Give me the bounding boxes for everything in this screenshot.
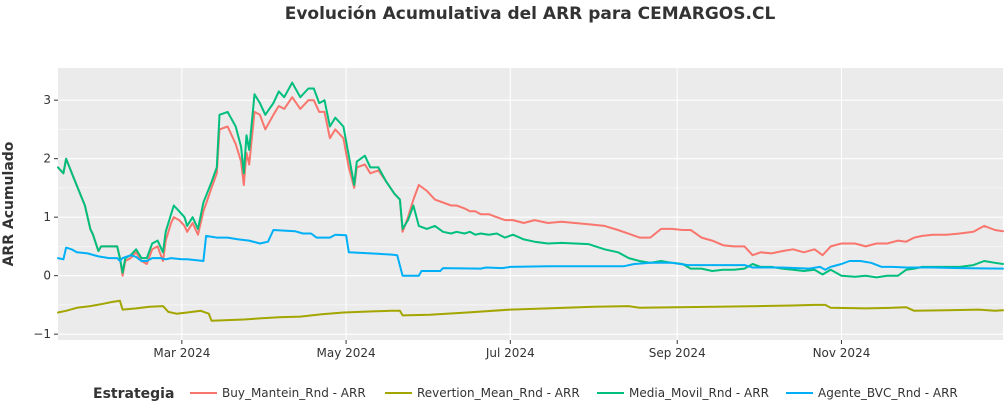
x-tick-label-4: Nov 2024 [813,346,871,360]
y-tick-label-3: 2 [43,152,51,166]
legend: Estrategia Buy_Mantein_Rnd - ARR Revertio… [93,386,958,402]
x-tick-label-3: Sep 2024 [649,346,706,360]
y-axis-label: ARR Acumulado [1,141,17,266]
chart-title: Evolución Acumulativa del ARR para CEMAR… [285,4,776,24]
legend-label-0: Buy_Mantein_Rnd - ARR [222,386,366,400]
legend-label-3: Agente_BVC_Rnd - ARR [818,386,958,400]
x-tick-label-2: Jul 2024 [485,346,535,360]
y-tick-label-0: −1 [33,327,51,341]
x-tick-label-0: Mar 2024 [153,346,210,360]
y-tick-label-4: 3 [43,93,51,107]
legend-label-2: Media_Movil_Rnd - ARR [629,386,769,400]
x-tick-label-1: May 2024 [316,346,375,360]
plot-background [58,68,1003,340]
series-line-2 [57,81,1004,279]
grid-lines [58,68,1003,340]
y-tick-label-1: 0 [43,269,51,283]
y-axis-ticks: −1 0 1 2 3 [33,93,58,341]
legend-label-1: Revertion_Mean_Rnd - ARR [417,386,580,400]
series-line-1 [57,299,1004,322]
x-axis-ticks: Mar 2024 May 2024 Jul 2024 Sep 2024 Nov 2024 [153,340,870,360]
series-lines [57,81,1004,322]
legend-title: Estrategia [93,386,174,402]
series-line-3 [57,229,1004,277]
y-tick-label-2: 1 [43,210,51,224]
